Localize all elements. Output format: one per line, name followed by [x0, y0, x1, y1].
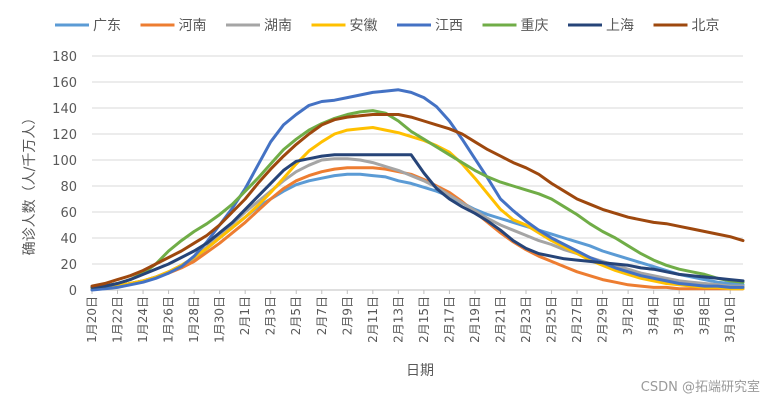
- series-line-江西: [90, 88, 745, 292]
- x-tick-label: 2月19日: [468, 296, 482, 343]
- x-tick-label: 3月4日: [647, 296, 661, 335]
- x-tick-label: 2月1日: [238, 296, 252, 335]
- y-tick-label: 100: [52, 154, 77, 169]
- legend-label: 上海: [606, 18, 634, 34]
- x-tick-label: 1月28日: [187, 296, 201, 343]
- x-tick-label: 1月20日: [85, 296, 99, 343]
- y-tick-label: 20: [60, 258, 77, 273]
- x-tick-label: 1月30日: [213, 296, 227, 343]
- watermark-text: CSDN @拓端研究室: [640, 380, 760, 395]
- legend-label: 安徽: [350, 18, 378, 34]
- x-tick-label: 1月24日: [136, 296, 150, 343]
- series-line-北京: [90, 113, 745, 288]
- x-tick-label: 2月21日: [493, 296, 507, 343]
- x-tick-label: 1月26日: [162, 296, 176, 343]
- y-tick-label: 160: [52, 76, 77, 91]
- legend-label: 北京: [692, 18, 720, 34]
- y-tick-label: 140: [52, 102, 77, 117]
- series-line-安徽: [90, 126, 745, 291]
- y-tick-label: 60: [60, 206, 77, 221]
- x-tick-label: 2月25日: [545, 296, 559, 343]
- y-tick-label: 80: [60, 180, 77, 195]
- y-axis-title: 确诊人数（人/千万人）: [22, 111, 38, 256]
- x-tick-label: 1月22日: [111, 296, 125, 343]
- legend-label: 河南: [179, 18, 207, 34]
- x-tick-label: 2月23日: [519, 296, 533, 343]
- x-tick-label: 3月8日: [698, 296, 712, 335]
- y-tick-label: 120: [52, 128, 77, 143]
- legend-label: 湖南: [264, 18, 292, 34]
- x-tick-label: 2月13日: [391, 296, 405, 343]
- x-axis: 1月20日 1月22日 1月24日 1月26日 1月28日 1月30日 2月1日 2月3日 2月…: [85, 289, 743, 343]
- series-line-广东: [90, 172, 745, 291]
- y-tick-label: 40: [60, 232, 77, 247]
- legend: 广东 河南 湖南 安徽 江西 重庆 上海 北京: [55, 18, 720, 34]
- series-lines: [90, 88, 745, 292]
- x-tick-label: 2月27日: [570, 296, 584, 343]
- legend-label: 广东: [93, 18, 121, 34]
- x-tick-label: 3月2日: [621, 296, 635, 335]
- x-tick-label: 2月15日: [417, 296, 431, 343]
- y-tick-label: 180: [52, 50, 77, 65]
- x-tick-label: 3月10日: [723, 296, 737, 343]
- y-axis-ticks: 0 20 40 60 80 100 120 140 160 180: [52, 50, 77, 299]
- x-axis-title: 日期: [406, 363, 434, 379]
- series-line-重庆: [90, 109, 745, 289]
- legend-label: 重庆: [521, 18, 549, 34]
- x-tick-label: 2月17日: [442, 296, 456, 343]
- legend-label: 江西: [435, 18, 463, 34]
- x-tick-label: 2月9日: [340, 296, 354, 335]
- y-tick-label: 0: [69, 284, 77, 299]
- x-tick-label: 2月29日: [596, 296, 610, 343]
- x-tick-label: 2月3日: [264, 296, 278, 335]
- x-tick-label: 2月11日: [366, 296, 380, 343]
- x-tick-label: 2月5日: [289, 296, 303, 335]
- x-tick-label: 2月7日: [315, 296, 329, 335]
- x-tick-label: 3月6日: [672, 296, 686, 335]
- series-line-上海: [90, 153, 745, 289]
